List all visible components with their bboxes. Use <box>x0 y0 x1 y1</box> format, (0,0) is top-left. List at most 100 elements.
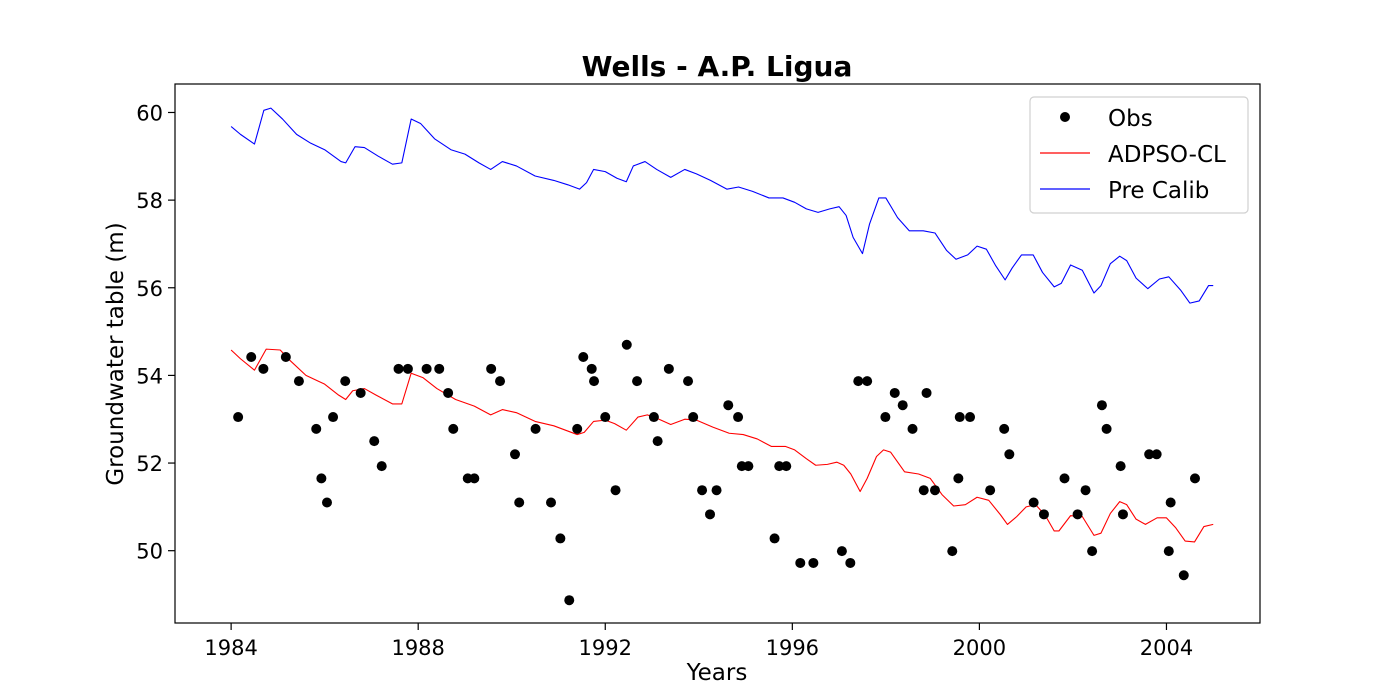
obs-point-59 <box>889 387 900 398</box>
obs-point-31 <box>586 363 597 374</box>
obs-point-78 <box>1096 400 1107 411</box>
obs-point-11 <box>369 436 380 447</box>
obs-point-76 <box>1080 485 1091 496</box>
obs-point-87 <box>1189 473 1200 484</box>
y-tick-label-54: 54 <box>136 364 163 388</box>
obs-point-77 <box>1087 546 1098 557</box>
axes-layer: 1984 1988 1992 1996 2000 2004 50 52 54 56 58 60 <box>136 101 1193 660</box>
x-tick-label-1992: 1992 <box>579 636 632 660</box>
y-tick-label-52: 52 <box>136 452 163 476</box>
obs-point-16 <box>434 363 445 374</box>
series-line-pre-calib <box>230 107 1214 304</box>
y-tick-label-60: 60 <box>136 101 163 125</box>
obs-point-34 <box>610 485 621 496</box>
x-tick-label-2000: 2000 <box>953 636 1006 660</box>
y-tick-label-58: 58 <box>136 189 163 213</box>
obs-point-71 <box>1004 449 1015 460</box>
obs-point-79 <box>1101 423 1112 434</box>
y-tick-label-50: 50 <box>136 540 163 564</box>
obs-point-13 <box>393 363 404 374</box>
obs-point-32 <box>589 376 600 387</box>
series-layer <box>230 107 1214 606</box>
obs-point-60 <box>897 400 908 411</box>
legend-label-pre-calib: Pre Calib <box>1108 178 1209 204</box>
legend-marker-obs <box>1060 112 1070 122</box>
obs-point-23 <box>510 449 520 460</box>
obs-point-22 <box>495 376 506 387</box>
obs-point-24 <box>514 497 525 508</box>
obs-point-6 <box>316 473 327 484</box>
obs-point-33 <box>600 412 611 423</box>
obs-point-17 <box>443 387 454 398</box>
obs-point-82 <box>1144 449 1155 460</box>
obs-point-41 <box>688 412 699 423</box>
obs-point-45 <box>723 400 734 411</box>
obs-point-15 <box>421 363 432 374</box>
obs-point-66 <box>953 473 964 484</box>
x-tick-label-1984: 1984 <box>204 636 257 660</box>
obs-point-44 <box>711 485 722 496</box>
obs-point-30 <box>578 352 589 363</box>
obs-point-14 <box>402 363 413 374</box>
x-tick-label-2004: 2004 <box>1140 636 1193 660</box>
obs-point-81 <box>1117 509 1128 520</box>
series-points-obs <box>233 339 1200 606</box>
obs-point-63 <box>921 387 932 398</box>
obs-point-58 <box>880 412 891 423</box>
obs-point-53 <box>808 557 819 568</box>
obs-point-84 <box>1163 546 1174 557</box>
obs-point-54 <box>836 546 847 557</box>
legend-label-obs: Obs <box>1108 106 1153 132</box>
obs-point-69 <box>985 485 996 496</box>
obs-point-7 <box>321 497 332 508</box>
obs-point-26 <box>546 497 557 508</box>
obs-point-43 <box>705 509 716 520</box>
obs-point-64 <box>929 485 940 496</box>
obs-point-4 <box>293 376 304 387</box>
obs-point-85 <box>1165 497 1176 508</box>
obs-point-42 <box>697 485 708 496</box>
obs-point-1 <box>246 352 257 363</box>
legend: Obs ADPSO-CL Pre Calib <box>1029 96 1249 214</box>
obs-point-83 <box>1151 449 1162 460</box>
obs-point-40 <box>683 376 694 387</box>
obs-point-65 <box>947 546 958 557</box>
obs-point-73 <box>1038 509 1049 520</box>
obs-point-46 <box>733 412 744 423</box>
obs-point-20 <box>469 473 480 484</box>
obs-point-5 <box>311 423 322 434</box>
obs-point-62 <box>918 485 929 496</box>
obs-point-51 <box>781 461 792 472</box>
y-axis-label: Groundwater table (m) <box>103 222 129 485</box>
obs-point-70 <box>999 423 1010 434</box>
obs-point-37 <box>648 412 659 423</box>
obs-point-57 <box>862 376 873 387</box>
obs-point-80 <box>1115 461 1126 472</box>
obs-point-28 <box>564 595 575 606</box>
obs-point-27 <box>555 533 566 544</box>
obs-point-75 <box>1072 509 1083 520</box>
legend-box <box>1029 96 1249 214</box>
obs-point-67 <box>954 412 965 423</box>
obs-point-3 <box>280 352 291 363</box>
obs-point-52 <box>795 557 806 568</box>
obs-point-74 <box>1059 473 1070 484</box>
obs-point-2 <box>258 363 269 374</box>
obs-point-55 <box>845 557 856 568</box>
obs-point-36 <box>632 376 643 387</box>
y-tick-label-56: 56 <box>136 277 163 301</box>
obs-point-61 <box>907 423 918 434</box>
obs-point-0 <box>233 412 244 423</box>
plot-area-frame <box>174 83 1261 624</box>
obs-point-86 <box>1178 570 1189 581</box>
obs-point-10 <box>355 387 366 398</box>
obs-point-39 <box>663 363 674 374</box>
obs-point-72 <box>1028 497 1039 508</box>
obs-point-8 <box>328 412 339 423</box>
obs-point-29 <box>572 423 583 434</box>
obs-point-68 <box>965 412 976 423</box>
obs-point-50 <box>774 461 785 472</box>
chart-title: Wells - A.P. Ligua <box>582 50 853 83</box>
obs-point-12 <box>376 461 387 472</box>
